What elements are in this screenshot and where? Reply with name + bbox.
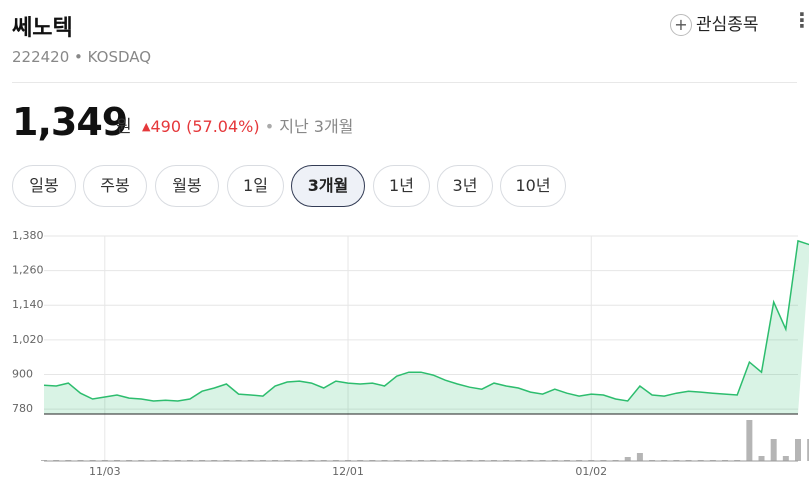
volume-bar <box>746 420 753 461</box>
period-button[interactable]: 일봉 <box>12 165 76 207</box>
volume-bar <box>782 456 789 461</box>
watchlist-button[interactable]: + 관심종목 <box>670 10 759 36</box>
price-area <box>44 240 809 414</box>
separator: • <box>264 117 275 136</box>
x-tick-label: 11/03 <box>89 465 121 478</box>
y-tick-label: 1,020 <box>12 333 44 346</box>
more-menu[interactable]: ⋮ <box>792 8 809 32</box>
volume-bar <box>636 453 643 461</box>
y-tick-label: 1,260 <box>12 264 44 277</box>
y-tick-label: 1,140 <box>12 298 44 311</box>
volume-bar <box>807 439 809 461</box>
period-button-selected[interactable]: 3개월 <box>291 165 365 207</box>
period-button[interactable]: 10년 <box>500 165 566 207</box>
volume-bar <box>795 439 801 461</box>
stock-code: 222420 <box>12 48 70 66</box>
period: 지난 3개월 <box>279 117 354 136</box>
period-button[interactable]: 주봉 <box>83 165 147 207</box>
volume-bar <box>624 457 631 461</box>
stock-code-line: 222420 • KOSDAQ <box>12 48 152 66</box>
price-unit: 원 <box>116 117 132 137</box>
up-arrow: ▲ <box>142 120 151 133</box>
y-tick-label: 900 <box>12 367 33 380</box>
market: KOSDAQ <box>87 48 152 66</box>
period-button[interactable]: 월봉 <box>155 165 219 207</box>
stock-name: 쎄노텍 <box>12 16 73 41</box>
period-button[interactable]: 1일 <box>227 165 284 207</box>
price-line <box>43 239 809 402</box>
watchlist-label: 관심종목 <box>696 15 759 35</box>
x-tick-label: 12/01 <box>332 465 364 478</box>
plus-icon: + <box>670 14 692 36</box>
change-pct: (57.04%) <box>186 117 260 136</box>
volume-bar <box>770 439 777 461</box>
x-tick-label: 01/02 <box>575 465 607 478</box>
period-button[interactable]: 3년 <box>437 165 493 207</box>
price-change: ▲490 (57.04%) • 지난 3개월 <box>142 113 353 137</box>
y-tick-label: 780 <box>12 402 33 415</box>
volume-bar <box>758 456 765 461</box>
change: 490 <box>150 117 182 136</box>
y-tick-label: 1,380 <box>12 229 44 242</box>
period-button[interactable]: 1년 <box>373 165 430 207</box>
divider <box>12 82 797 83</box>
price: 1,349 <box>12 100 128 144</box>
